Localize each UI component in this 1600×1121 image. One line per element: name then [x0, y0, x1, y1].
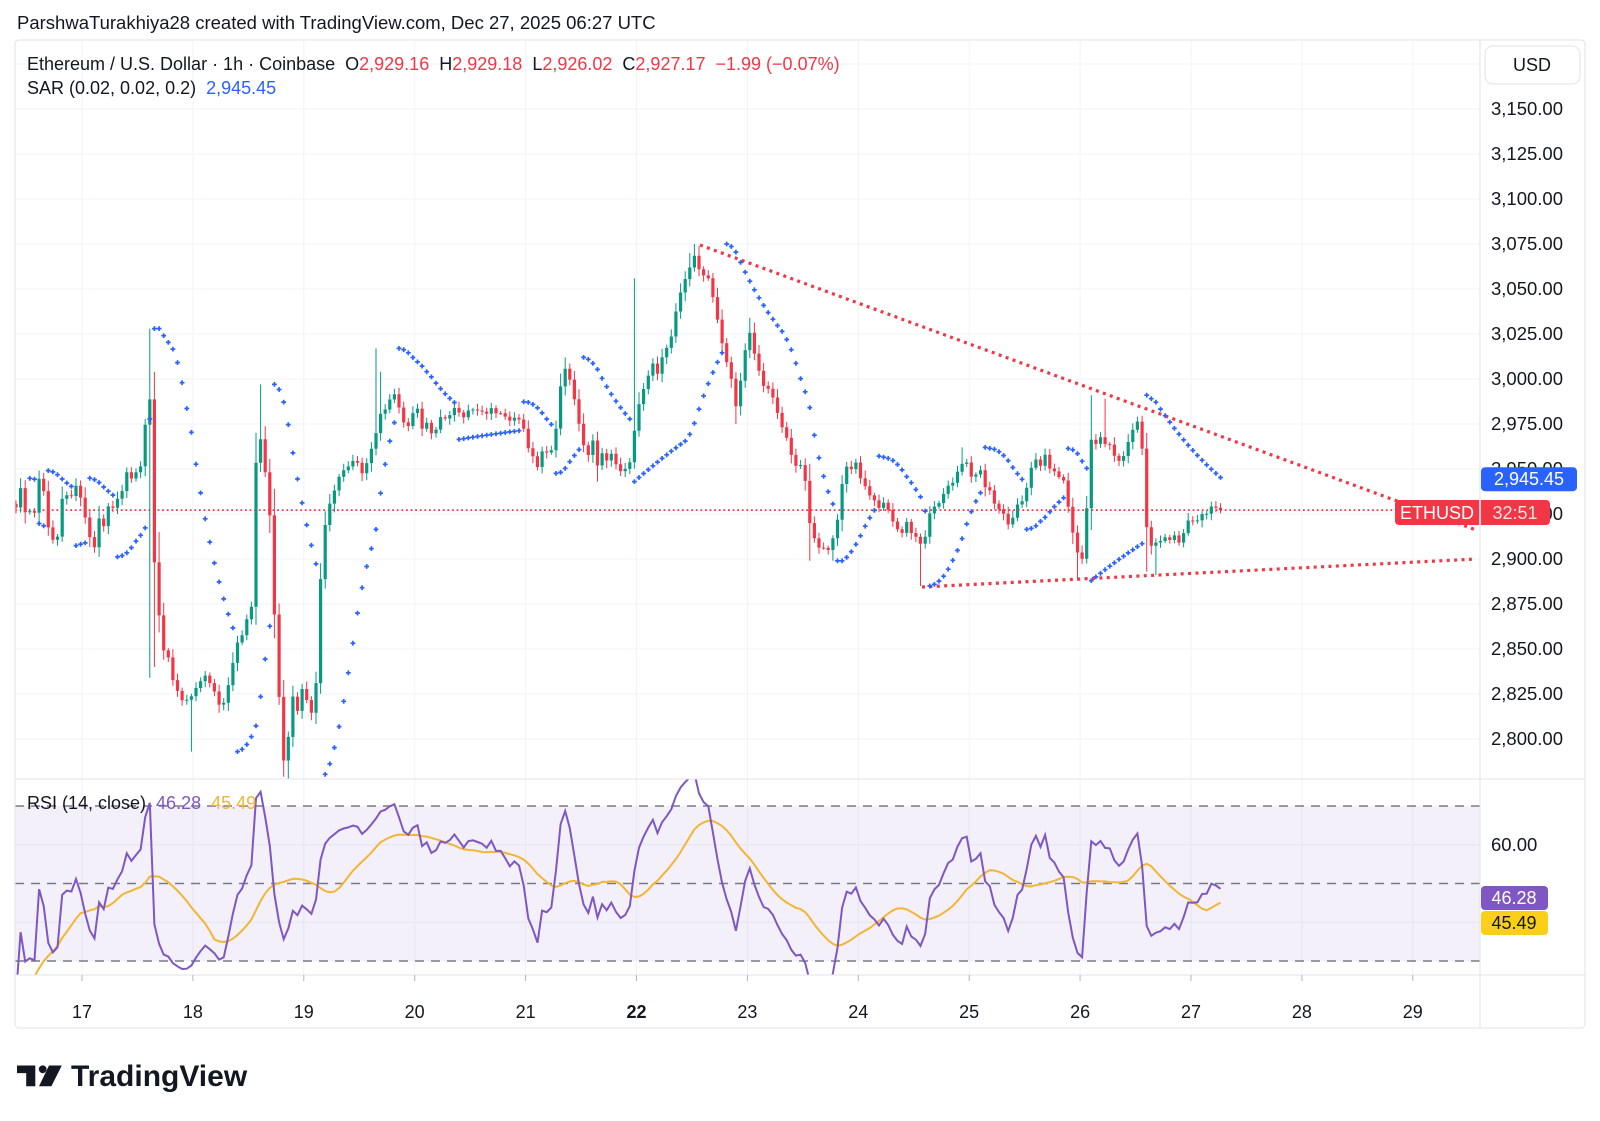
- svg-text:24: 24: [848, 1002, 868, 1022]
- svg-text:TradingView: TradingView: [71, 1060, 248, 1093]
- svg-text:3,050.00: 3,050.00: [1491, 278, 1563, 299]
- svg-text:SAR (0.02, 0.02, 0.2) 2,945.4: SAR (0.02, 0.02, 0.2) 2,945.45: [27, 78, 276, 98]
- svg-text:2,945.45: 2,945.45: [1494, 469, 1564, 489]
- svg-text:RSI (14, close) 46.28 45.49: RSI (14, close) 46.28 45.49: [27, 793, 256, 813]
- svg-text:3,125.00: 3,125.00: [1491, 143, 1563, 164]
- svg-text:2,800.00: 2,800.00: [1491, 728, 1563, 749]
- svg-text:23: 23: [737, 1002, 757, 1022]
- svg-text:2,900.00: 2,900.00: [1491, 548, 1563, 569]
- svg-text:25: 25: [959, 1002, 979, 1022]
- svg-text:28: 28: [1292, 1002, 1312, 1022]
- svg-text:3,150.00: 3,150.00: [1491, 98, 1563, 119]
- svg-text:19: 19: [294, 1002, 314, 1022]
- svg-text:3,100.00: 3,100.00: [1491, 188, 1563, 209]
- svg-text:3,000.00: 3,000.00: [1491, 368, 1563, 389]
- svg-text:3,025.00: 3,025.00: [1491, 323, 1563, 344]
- svg-text:ParshwaTurakhiya28 created wit: ParshwaTurakhiya28 created with TradingV…: [17, 12, 656, 33]
- svg-text:2,975.00: 2,975.00: [1491, 413, 1563, 434]
- svg-text:21: 21: [516, 1002, 536, 1022]
- svg-text:60.00: 60.00: [1491, 834, 1537, 855]
- svg-text:45.49: 45.49: [1491, 913, 1536, 933]
- svg-text:26: 26: [1070, 1002, 1090, 1022]
- svg-text:46.28: 46.28: [1491, 888, 1536, 908]
- svg-text:22: 22: [626, 1002, 646, 1022]
- svg-text:ETHUSD: ETHUSD: [1400, 503, 1474, 523]
- svg-text:32:51: 32:51: [1492, 503, 1537, 523]
- svg-text:USD: USD: [1513, 55, 1551, 75]
- svg-text:27: 27: [1181, 1002, 1201, 1022]
- svg-text:17: 17: [72, 1002, 92, 1022]
- svg-text:2,850.00: 2,850.00: [1491, 638, 1563, 659]
- svg-text:29: 29: [1403, 1002, 1423, 1022]
- svg-text:3,075.00: 3,075.00: [1491, 233, 1563, 254]
- svg-text:2,825.00: 2,825.00: [1491, 683, 1563, 704]
- svg-text:2,875.00: 2,875.00: [1491, 593, 1563, 614]
- svg-text:18: 18: [183, 1002, 203, 1022]
- svg-text:20: 20: [405, 1002, 425, 1022]
- svg-text:Ethereum / U.S. Dollar · 1h ·: Ethereum / U.S. Dollar · 1h · Coinbase O…: [27, 54, 840, 74]
